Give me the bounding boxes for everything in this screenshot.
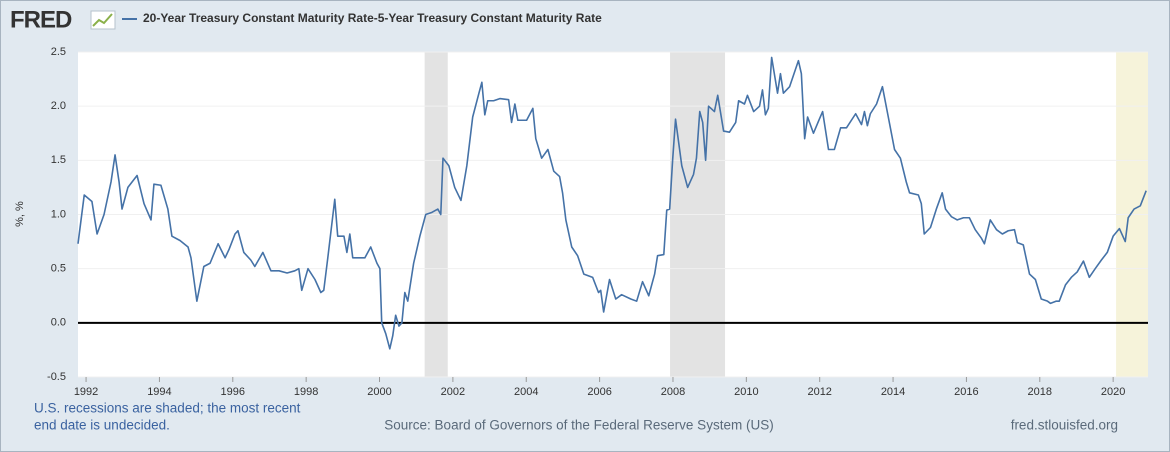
logo-icon bbox=[90, 10, 116, 30]
y-tick-label: 1.0 bbox=[51, 208, 66, 220]
x-tick-label: 2014 bbox=[881, 386, 905, 398]
y-tick-label: 2.0 bbox=[51, 100, 66, 112]
x-tick-label: 2002 bbox=[441, 386, 465, 398]
url: fred.stlouisfed.org bbox=[1011, 418, 1118, 433]
x-tick-label: 2010 bbox=[734, 386, 758, 398]
y-axis-label: %, % bbox=[14, 201, 26, 227]
x-tick-label: 2012 bbox=[807, 386, 831, 398]
x-tick-label: 1998 bbox=[294, 386, 318, 398]
x-tick-label: 2008 bbox=[661, 386, 685, 398]
series-line bbox=[77, 56, 1147, 350]
x-tick-label: 1992 bbox=[74, 386, 98, 398]
x-tick-label: 2006 bbox=[587, 386, 611, 398]
y-tick-label: -0.5 bbox=[47, 371, 66, 383]
x-tick-label: 2018 bbox=[1028, 386, 1052, 398]
source: Source: Board of Governors of the Federa… bbox=[384, 418, 773, 433]
logo: FRED bbox=[10, 6, 72, 33]
x-tick-label: 1996 bbox=[221, 386, 245, 398]
x-tick-label: 2000 bbox=[367, 386, 391, 398]
y-tick-label: 0.0 bbox=[51, 317, 66, 329]
x-tick-label: 2020 bbox=[1101, 386, 1125, 398]
y-tick-label: 2.5 bbox=[51, 46, 66, 58]
legend-label: 20-Year Treasury Constant Maturity Rate-… bbox=[143, 11, 602, 25]
x-tick-label: 2016 bbox=[954, 386, 978, 398]
x-tick-label: 2004 bbox=[514, 386, 538, 398]
y-tick-label: 1.5 bbox=[51, 154, 66, 166]
y-tick-label: 0.5 bbox=[51, 263, 66, 275]
note: U.S. recessions are shaded; the most rec… bbox=[34, 401, 301, 416]
note: end date is undecided. bbox=[34, 418, 170, 433]
x-tick-label: 1994 bbox=[147, 386, 171, 398]
